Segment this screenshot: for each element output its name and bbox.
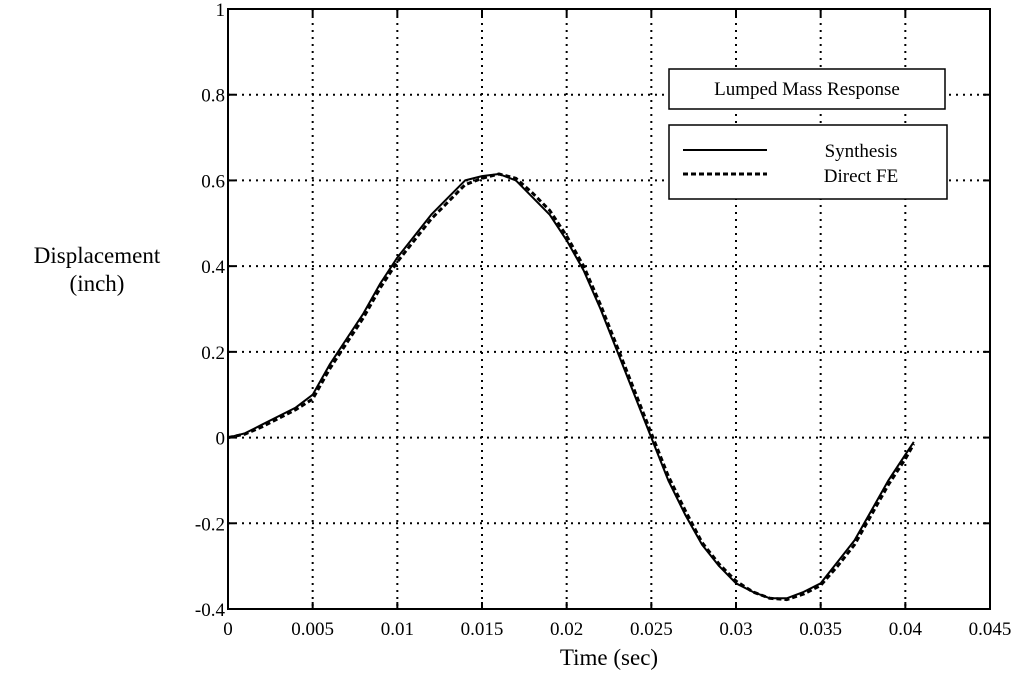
x-axis-label: Time (sec) (560, 645, 658, 670)
series-lines (227, 172, 916, 602)
y-axis-label-line-1: Displacement (34, 243, 161, 268)
y-tick-label: 0 (216, 429, 226, 450)
legend: Synthesis Direct FE (668, 124, 948, 200)
x-tick-label: 0.02 (550, 619, 583, 640)
y-tick-label: -0.4 (195, 600, 226, 621)
y-tick-label: 0.2 (201, 343, 225, 364)
x-tick-label: 0.035 (799, 619, 842, 640)
y-tick-label: 0.4 (201, 257, 225, 278)
x-tick-labels: 0 0.005 0.01 0.015 0.02 0.025 0.03 0.035 0.04 0.0… (223, 619, 1011, 640)
x-tick-label: 0.025 (630, 619, 673, 640)
x-tick-label: 0.015 (461, 619, 504, 640)
x-tick-label: 0.03 (719, 619, 752, 640)
x-tick-label: 0.01 (381, 619, 414, 640)
legend-frame (668, 124, 948, 200)
x-tick-label: 0.005 (291, 619, 334, 640)
axis-ticks (227, 8, 991, 610)
x-tick-label: 0.045 (969, 619, 1012, 640)
series-line-direct-fe (227, 172, 916, 602)
legend-direct-fe-label: Direct FE (824, 166, 898, 187)
legend-synthesis-label: Synthesis (825, 141, 898, 162)
x-tick-label: 0 (223, 619, 233, 640)
title-box: Lumped Mass Response (668, 68, 946, 110)
y-tick-label: 1 (216, 0, 226, 21)
plot-frame (227, 8, 991, 610)
y-axis-label-line-2: (inch) (70, 271, 125, 296)
y-tick-label: 0.8 (201, 86, 225, 107)
y-tick-label: -0.2 (195, 514, 225, 535)
y-tick-labels: -0.4 -0.2 0 0.2 0.4 0.6 0.8 1 (195, 0, 226, 621)
chart-title: Lumped Mass Response (714, 79, 900, 100)
title-box-frame (668, 68, 946, 110)
x-tick-label: 0.04 (889, 619, 923, 640)
y-tick-label: 0.6 (201, 171, 225, 192)
series-line-synthesis (227, 173, 915, 600)
